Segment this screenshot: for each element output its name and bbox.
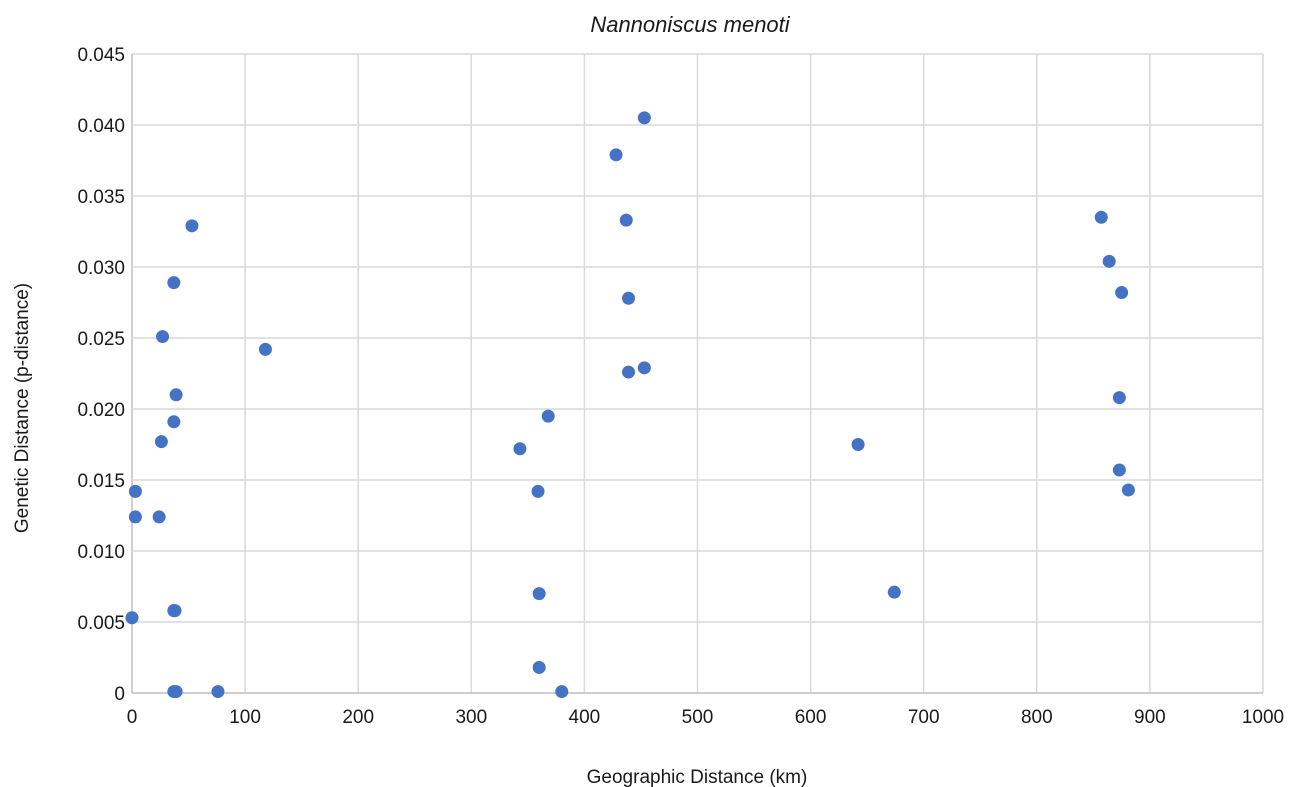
data-point (531, 484, 545, 498)
x-tick-label: 100 (229, 707, 261, 728)
data-point (169, 685, 183, 699)
x-axis-title: Geographic Distance (km) (587, 767, 808, 787)
data-point (637, 361, 651, 375)
y-tick-label: 0.015 (77, 471, 125, 492)
data-point (851, 438, 865, 451)
data-point (609, 148, 623, 162)
data-point (532, 587, 546, 601)
y-tick-label: 0 (114, 684, 125, 705)
data-point (152, 510, 166, 524)
x-tick-label: 600 (795, 707, 827, 728)
data-point (211, 685, 225, 699)
y-tick-label: 0.025 (77, 329, 125, 350)
chart-title: Nannoniscus menoti (590, 12, 790, 37)
data-point (1121, 483, 1135, 497)
horizontal-gridlines (132, 53, 1263, 694)
data-point (637, 111, 651, 125)
data-point (1112, 463, 1126, 477)
x-tick-label: 200 (342, 707, 374, 728)
data-point (513, 442, 527, 456)
y-axis-title: Genetic Distance (p-distance) (12, 283, 33, 533)
data-point (128, 510, 142, 524)
x-tick-label: 400 (569, 707, 601, 728)
x-tick-label: 800 (1021, 707, 1053, 728)
data-point (169, 388, 183, 402)
data-point (1112, 391, 1126, 405)
data-point (1102, 254, 1116, 268)
data-point (156, 330, 170, 344)
y-tick-label: 0.030 (77, 258, 125, 279)
x-tick-label: 900 (1134, 707, 1166, 728)
y-tick-label: 0.010 (77, 542, 125, 563)
data-point (541, 409, 555, 423)
data-point (168, 604, 182, 618)
data-point (128, 484, 142, 498)
data-point (1115, 286, 1129, 300)
data-point (258, 342, 272, 356)
data-point (622, 291, 636, 305)
x-tick-label: 1000 (1242, 707, 1284, 728)
y-axis-tick-labels: 0 0.005 0.010 0.015 0.020 0.025 0.030 0.035 0.04… (77, 45, 125, 705)
y-tick-label: 0.040 (77, 116, 125, 137)
data-point (167, 415, 181, 429)
vertical-gridlines (131, 54, 1264, 693)
y-tick-label: 0.005 (77, 613, 125, 634)
x-tick-label: 700 (908, 707, 940, 728)
x-tick-label: 300 (455, 707, 487, 728)
data-point (125, 611, 139, 625)
data-point (887, 585, 901, 599)
data-point (154, 435, 168, 449)
data-point (619, 213, 633, 227)
data-point (532, 660, 546, 674)
y-tick-label: 0.035 (77, 187, 125, 208)
data-point (1094, 210, 1108, 224)
x-tick-label: 0 (127, 707, 138, 728)
data-point (167, 276, 181, 290)
y-tick-label: 0.045 (77, 45, 125, 66)
x-axis-tick-labels: 0 100 200 300 400 500 600 700 800 900 1000 (127, 707, 1284, 728)
data-point (622, 365, 636, 379)
x-tick-label: 500 (682, 707, 714, 728)
data-points (125, 111, 1135, 699)
y-tick-label: 0.020 (77, 400, 125, 421)
data-point (555, 685, 569, 699)
data-point (185, 219, 199, 233)
